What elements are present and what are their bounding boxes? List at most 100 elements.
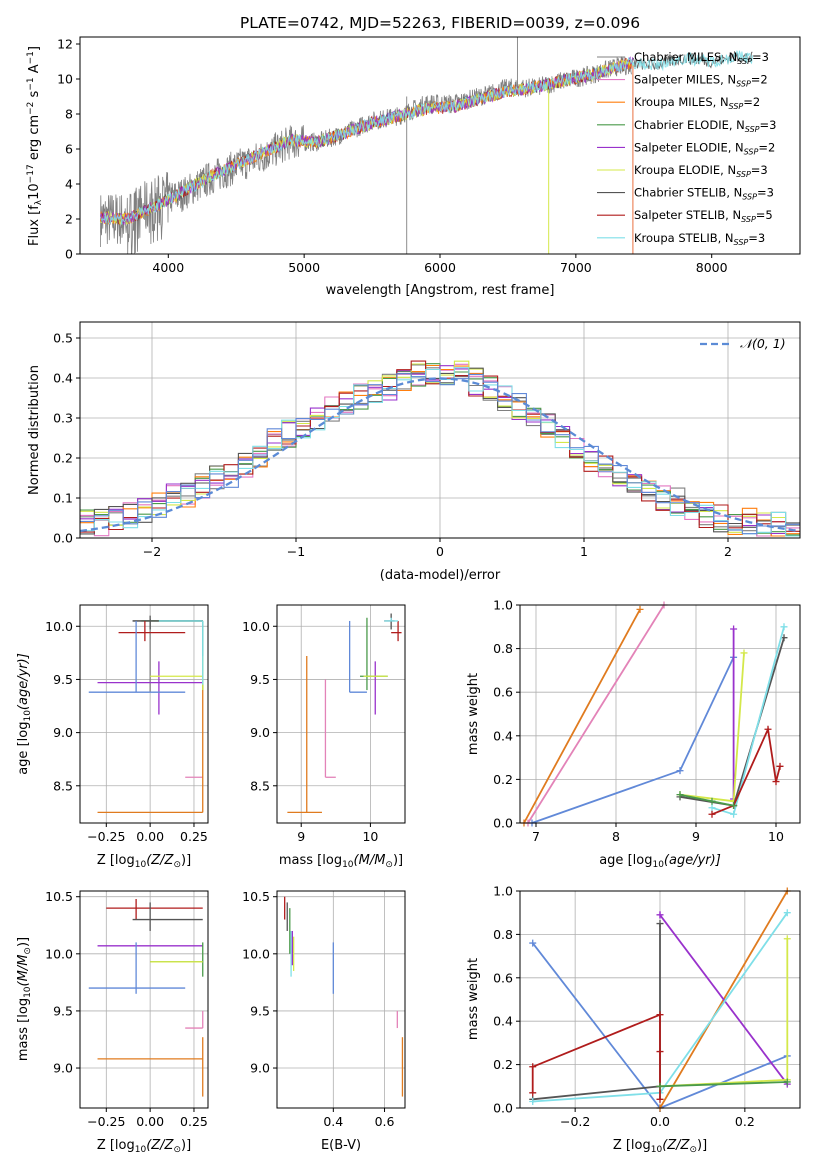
age-mass-xtick-label: 9	[297, 829, 305, 844]
mass-z-axes-frame	[79, 890, 209, 1109]
histogram-ytick-label: 0.2	[53, 451, 73, 466]
spectrum-ytick-label: 4	[65, 177, 73, 192]
mass-z-xtick-label: 0.00	[136, 1114, 164, 1129]
weight-age-series-line	[711, 626, 785, 816]
spectrum-xtick-label: 5000	[288, 260, 320, 275]
weight-age-point-marker	[676, 791, 684, 799]
weight-age-point-marker	[708, 810, 716, 818]
weight-age-xtick-label: 9	[692, 829, 700, 844]
weight-age-point-marker	[740, 649, 748, 657]
weight-z-point-marker	[529, 1089, 537, 1097]
mass-ebv-x-label: E(B-V)	[321, 1138, 361, 1153]
histogram-ytick-label: 0.1	[53, 491, 73, 506]
weight-z-point-marker	[783, 909, 791, 917]
histogram-step	[80, 367, 800, 537]
weight-z-point-marker	[656, 911, 664, 919]
age-z-xtick-label: 0.00	[136, 829, 164, 844]
spectrum-title: PLATE=0742, MJD=52263, FIBERID=0039, z=0…	[240, 14, 640, 32]
spectrum-xtick-label: 4000	[152, 260, 184, 275]
mass-weight-vs-metallicity-panel: −0.2 0.0 0.2 0.0 0.2 0.4 0.6 0.8 1.0 Z [log10(Z/…	[466, 884, 801, 1155]
weight-age-point-marker	[772, 778, 780, 786]
legend-label: Chabrier STELIB, NSSP=3	[634, 186, 774, 202]
weight-age-point-marker	[764, 725, 772, 733]
age-vs-mass-panel: 9 10 8.5 9.0 9.5 10.0 mass [log10(M/M⊙)]	[242, 604, 406, 870]
weight-z-ytick-label: 1.0	[493, 884, 513, 899]
mass-ebv-ytick-label: 10.5	[242, 889, 270, 904]
age-mass-x-label: mass [log10(M/M⊙)]	[279, 853, 403, 870]
histogram-x-label: (data-model)/error	[380, 568, 501, 583]
histogram-xtick-label: −1	[287, 544, 305, 559]
weight-z-ytick-label: 0.0	[493, 1101, 513, 1116]
age-z-xtick-label: −0.25	[87, 829, 125, 844]
weight-age-series-line	[711, 726, 781, 816]
age-z-ytick-label: 8.5	[53, 778, 73, 793]
legend-label: Salpeter MILES, NSSP=2	[634, 73, 768, 89]
weight-z-ytick-label: 0.6	[493, 970, 513, 985]
weight-age-ytick-label: 0.0	[493, 816, 513, 831]
weight-z-y-label: mass weight	[466, 958, 481, 1040]
weight-z-point-marker	[529, 1097, 537, 1105]
mass-z-xtick-label: −0.25	[87, 1114, 125, 1129]
residual-histogram-panel: −2 −1 0 1 2 0.0 0.1 0.2 0.3 0.4 0.5 𝒩(0, 1) (data-…	[27, 321, 801, 583]
gaussian-legend-label: 𝒩(0, 1)	[740, 336, 786, 351]
spectrum-panel: PLATE=0742, MJD=52263, FIBERID=0039, z=0…	[26, 14, 801, 298]
legend-label: Kroupa STELIB, NSSP=3	[634, 231, 765, 247]
legend-label: Salpeter ELODIE, NSSP=2	[634, 140, 775, 156]
histogram-step	[80, 360, 800, 533]
histogram-ytick-label: 0.3	[53, 411, 73, 426]
age-mass-xtick-label: 10	[362, 829, 378, 844]
age-mass-ytick-label: 9.0	[250, 725, 270, 740]
weight-age-ytick-label: 0.6	[493, 685, 513, 700]
legend-label: Kroupa ELODIE, NSSP=3	[634, 163, 768, 179]
weight-z-series-line	[532, 923, 661, 1101]
spectrum-ytick-label: 0	[65, 247, 73, 262]
weight-z-series-line	[659, 1081, 788, 1088]
weight-age-x-label: age [log10(age/yr)]	[599, 853, 721, 870]
weight-z-ytick-label: 0.4	[493, 1014, 513, 1029]
age-z-axes-frame	[79, 604, 209, 824]
weight-age-point-marker	[636, 605, 644, 613]
mass-ebv-ytick-label: 10.0	[242, 946, 270, 961]
mass-z-ytick-label: 9.0	[53, 1061, 73, 1076]
spectrum-ytick-label: 8	[65, 107, 73, 122]
weight-z-series-layer	[529, 887, 791, 1112]
spectrum-xtick-label: 6000	[424, 260, 456, 275]
weight-age-ytick-label: 0.4	[493, 728, 513, 743]
mass-z-x-label: Z [log10(Z/Z⊙)]	[97, 1138, 191, 1155]
mass-z-y-label: mass [log10(M/M⊙)]	[16, 937, 33, 1061]
weight-age-ytick-label: 0.2	[493, 772, 513, 787]
mass-ebv-axes-frame	[276, 890, 406, 1109]
age-z-errorbars	[88, 615, 204, 814]
age-z-ytick-label: 9.5	[53, 672, 73, 687]
mass-z-xtick-label: 0.25	[180, 1114, 208, 1129]
histogram-ytick-label: 0.0	[53, 531, 73, 546]
weight-z-xtick-label: 0.0	[650, 1114, 670, 1129]
spectrum-ytick-label: 6	[65, 142, 73, 157]
weight-age-grid-layer	[520, 604, 800, 824]
spectrum-ytick-label: 2	[65, 212, 73, 227]
weight-z-point-marker	[783, 1078, 791, 1086]
spectrum-xtick-label: 7000	[560, 260, 592, 275]
weight-z-point-marker	[529, 1063, 537, 1071]
histogram-xtick-label: 1	[580, 544, 588, 559]
weight-z-xtick-label: 0.2	[735, 1114, 755, 1129]
gaussian-curve	[79, 377, 801, 533]
spectrum-y-label: Flux [fλ10−17 erg cm−2 s−1 A−1]	[26, 46, 44, 246]
weight-z-ytick-label: 0.2	[493, 1057, 513, 1072]
weight-z-point-marker	[656, 1011, 664, 1019]
weight-age-point-marker	[708, 797, 716, 805]
weight-age-point-marker	[730, 802, 738, 810]
weight-age-point-marker	[708, 804, 716, 812]
legend-label: Kroupa MILES, NSSP=2	[634, 95, 760, 111]
weight-z-series-line	[659, 914, 789, 1085]
weight-z-point-marker	[656, 920, 664, 928]
weight-z-point-marker	[783, 935, 791, 943]
weight-age-point-marker	[676, 767, 684, 775]
weight-z-axes-frame	[519, 890, 801, 1109]
spectrum-legend: Chabrier MILES, NSSP=3 Salpeter MILES, NS…	[597, 50, 776, 247]
mass-z-ytick-label: 10.5	[45, 889, 73, 904]
weight-z-point-marker	[656, 1048, 664, 1056]
histogram-y-label: Normed distribution	[27, 365, 42, 495]
weight-age-series-line	[527, 604, 665, 824]
mass-ebv-ytick-label: 9.0	[250, 1061, 270, 1076]
